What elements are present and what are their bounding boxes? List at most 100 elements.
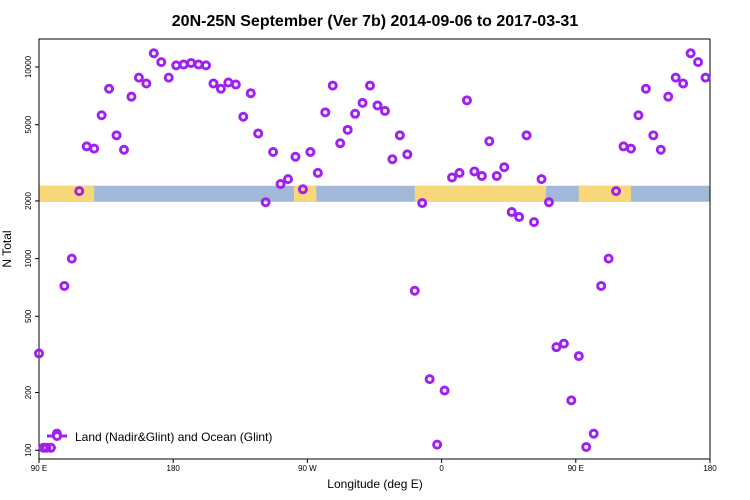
x-axis-label: Longitude (deg E) <box>327 477 422 491</box>
data-point <box>163 72 174 83</box>
x-tick-label: 90 E <box>31 464 47 473</box>
data-point <box>372 100 383 111</box>
data-point <box>417 198 428 209</box>
land-segment <box>578 185 631 202</box>
data-point <box>379 105 390 116</box>
map-strip <box>39 185 710 202</box>
y-tick-label: 2000 <box>24 191 33 209</box>
data-point <box>663 91 674 102</box>
data-point <box>588 428 599 439</box>
data-point <box>447 172 458 183</box>
x-tick-label: 0 <box>439 464 444 473</box>
data-point <box>45 442 56 453</box>
data-point <box>551 342 562 353</box>
data-point <box>253 128 264 139</box>
y-axis-label: N Total <box>0 230 14 267</box>
data-point <box>305 147 316 158</box>
data-point <box>81 141 92 152</box>
data-point <box>387 154 398 165</box>
data-point <box>514 211 525 222</box>
y-axis: 100 200 500 1000 2000 5000 10000 <box>24 55 39 457</box>
data-point <box>670 72 681 83</box>
data-point <box>566 395 577 406</box>
data-point <box>432 439 443 450</box>
y-tick-label: 100 <box>24 443 33 457</box>
data-point <box>581 441 592 452</box>
data-point <box>312 167 323 178</box>
data-point <box>618 141 629 152</box>
y-tick-label: 10000 <box>24 55 33 78</box>
data-point <box>133 72 144 83</box>
data-points <box>34 48 711 453</box>
data-point <box>521 130 532 141</box>
legend-marker <box>52 431 62 441</box>
data-point <box>178 59 189 70</box>
y-tick-label: 500 <box>24 309 33 323</box>
data-point <box>268 147 279 158</box>
data-point <box>89 143 100 154</box>
data-point <box>655 144 666 155</box>
data-point <box>34 348 44 359</box>
data-point <box>230 79 241 90</box>
data-point <box>208 78 219 89</box>
data-point <box>596 280 607 291</box>
data-point <box>297 184 308 195</box>
data-point <box>484 136 495 147</box>
data-point <box>350 108 361 119</box>
data-point <box>625 143 636 154</box>
data-point <box>603 253 614 264</box>
data-point <box>193 59 204 70</box>
data-point <box>342 124 353 135</box>
data-point <box>223 77 234 88</box>
data-point <box>439 385 450 396</box>
data-point <box>461 95 472 106</box>
data-point <box>327 80 338 91</box>
data-point <box>171 60 182 71</box>
data-point <box>335 138 346 149</box>
x-axis: 90 E 180 90 W 0 90 E 180 <box>31 459 717 473</box>
data-point <box>290 151 301 162</box>
data-point <box>633 110 644 121</box>
data-point <box>41 442 52 453</box>
data-point <box>275 179 286 190</box>
data-point <box>141 78 152 89</box>
data-point <box>260 197 271 208</box>
data-point <box>402 149 413 160</box>
data-point <box>469 166 480 177</box>
data-point <box>476 170 487 181</box>
data-point <box>215 83 226 94</box>
data-point <box>201 60 212 71</box>
x-tick-label: 90 E <box>568 464 584 473</box>
y-tick-label: 1000 <box>24 249 33 267</box>
data-point <box>543 197 554 208</box>
data-point <box>409 285 420 296</box>
data-point <box>558 338 569 349</box>
data-point <box>238 111 249 122</box>
data-point <box>74 186 85 197</box>
data-point <box>648 130 659 141</box>
data-point <box>499 162 510 173</box>
data-point <box>111 130 122 141</box>
data-point <box>678 78 689 89</box>
data-point <box>148 48 159 59</box>
plot-area <box>38 38 711 460</box>
data-point <box>491 170 502 181</box>
data-point <box>454 167 465 178</box>
data-point <box>424 374 435 385</box>
data-point <box>394 130 405 141</box>
data-point <box>283 174 294 185</box>
data-point <box>685 48 696 59</box>
data-point <box>357 97 368 108</box>
x-tick-label: 180 <box>167 464 181 473</box>
data-point <box>700 72 711 83</box>
data-point <box>693 57 704 68</box>
data-point <box>529 217 540 228</box>
legend-label: Land (Nadir&Glint) and Ocean (Glint) <box>75 430 272 444</box>
data-point <box>365 80 376 91</box>
data-point <box>118 144 129 155</box>
data-point <box>640 83 651 94</box>
data-point <box>126 91 137 102</box>
land-segment <box>414 185 546 202</box>
data-point <box>66 253 77 264</box>
